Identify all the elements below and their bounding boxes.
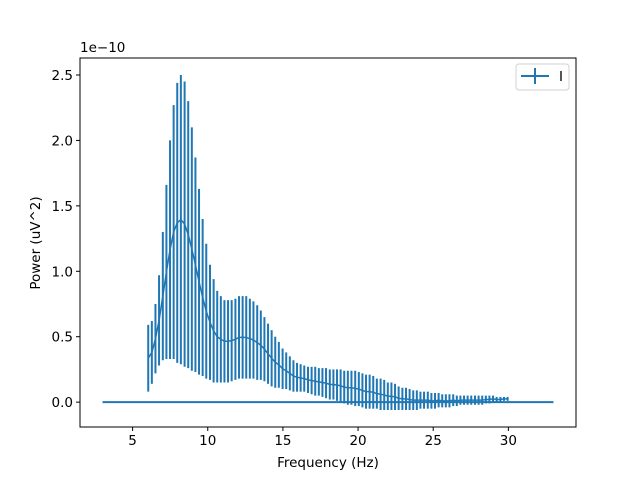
axes: 5 10 15 20 25 30 0.0 0.5 1.0 1.5 2.0 2.5 (52, 57, 577, 449)
y-tick-label: 1.0 (52, 264, 73, 280)
y-offset-label: 1e−10 (80, 40, 125, 56)
x-tick-label: 30 (500, 433, 517, 449)
y-tick-label: 0.5 (52, 330, 73, 346)
y-tick-label: 2.5 (52, 68, 73, 84)
legend-label: I (559, 69, 563, 85)
legend: I (515, 63, 570, 91)
axes-frame (79, 57, 577, 428)
x-tick-label: 25 (425, 433, 442, 449)
x-tick-label: 20 (349, 433, 366, 449)
y-tick-label: 1.5 (52, 199, 73, 215)
y-tick-label: 0.0 (52, 395, 73, 411)
y-tick-label: 2.0 (52, 133, 73, 149)
series-line-I (147, 218, 508, 402)
y-axis-label: Power (uV^2) (28, 196, 44, 289)
x-tick-label: 10 (199, 433, 216, 449)
x-axis-label: Frequency (Hz) (277, 455, 379, 471)
plot-area (102, 75, 554, 410)
x-tick-label: 15 (274, 433, 291, 449)
x-tick-label: 5 (128, 433, 137, 449)
